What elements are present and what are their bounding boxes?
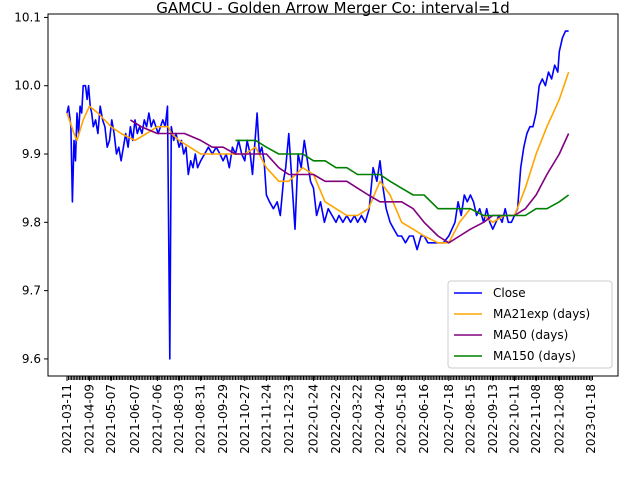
- x-tick-label: 2022-09-13: [486, 384, 500, 454]
- x-tick-label: 2022-12-08: [552, 384, 566, 454]
- legend-box: [447, 280, 613, 369]
- chart-title: GAMCU - Golden Arrow Merger Co: interval…: [156, 0, 510, 17]
- x-tick-label: 2022-11-08: [529, 384, 543, 454]
- y-tick-label: 9.9: [22, 147, 41, 161]
- x-tick-label: 2021-05-07: [104, 384, 118, 454]
- x-tick-label: 2021-06-07: [128, 384, 142, 454]
- x-tick-label: 2022-07-18: [442, 384, 456, 454]
- legend-label: MA21exp (days): [493, 307, 590, 321]
- y-tick-label: 9.8: [22, 215, 41, 229]
- x-tick-label: 2022-10-11: [507, 384, 521, 454]
- legend-label: MA150 (days): [493, 349, 576, 363]
- x-tick-label: 2021-04-09: [82, 384, 96, 454]
- x-tick-label: 2021-09-29: [216, 384, 230, 454]
- series-line-ma21exp-days: [66, 71, 570, 244]
- series-line-ma50-days: [129, 119, 570, 244]
- x-minor-ticks: [66, 376, 593, 380]
- x-tick-label: 2021-08-03: [172, 384, 186, 454]
- x-tick-label: 2021-10-27: [238, 384, 252, 454]
- x-tick-label: 2021-03-11: [60, 384, 74, 454]
- plot-area: [66, 30, 570, 360]
- x-tick-label: 2021-12-23: [282, 384, 296, 454]
- x-tick-label: 2022-04-20: [373, 384, 387, 454]
- y-tick-label: 9.6: [22, 352, 41, 366]
- y-tick-label: 10.0: [14, 79, 41, 93]
- series-line-close: [66, 30, 569, 360]
- y-tick-label: 10.1: [14, 10, 41, 24]
- x-tick-label: 2021-11-24: [259, 384, 273, 454]
- x-tick-label: 2022-06-16: [417, 384, 431, 454]
- legend-label: Close: [493, 286, 526, 300]
- x-tick-label: 2022-03-22: [351, 384, 365, 454]
- series-line-ma150-days: [235, 139, 570, 217]
- x-tick-label: 2021-08-31: [194, 384, 208, 454]
- legend: Close MA21exp (days) MA50 (days) MA150 (day…: [447, 280, 613, 369]
- y-tick-label: 9.7: [22, 284, 41, 298]
- x-tick-label: 2022-05-18: [395, 384, 409, 454]
- legend-label: MA50 (days): [493, 328, 568, 342]
- x-axis: 2021-03-11 2021-04-09 2021-05-07 2021-06-07…: [60, 376, 598, 454]
- x-tick-label: 2021-07-06: [150, 384, 164, 454]
- x-tick-label: 2022-01-24: [307, 384, 321, 454]
- x-tick-label: 2023-01-18: [584, 384, 598, 454]
- x-tick-label: 2022-08-15: [463, 384, 477, 454]
- y-axis: 9.6 9.7 9.8 9.9 10.0 10.1: [14, 10, 48, 366]
- x-tick-label: 2022-02-22: [329, 384, 343, 454]
